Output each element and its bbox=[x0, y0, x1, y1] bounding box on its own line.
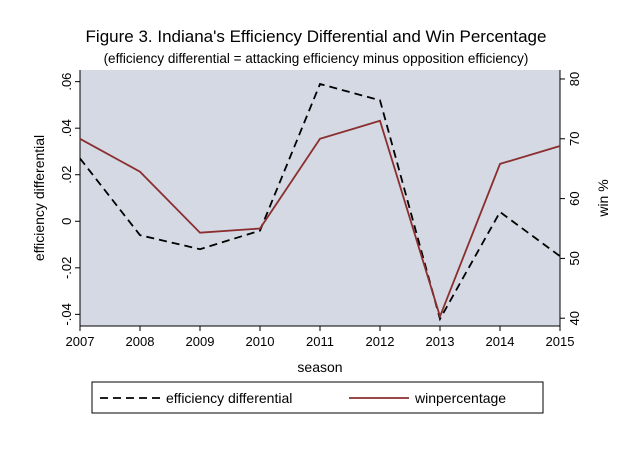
right-axis-tick-label: 40 bbox=[567, 311, 582, 325]
x-axis-tick-label: 2010 bbox=[246, 334, 275, 349]
x-axis-tick-label: 2013 bbox=[426, 334, 455, 349]
x-axis-tick-label: 2007 bbox=[66, 334, 95, 349]
right-axis-tick-label: 80 bbox=[567, 72, 582, 86]
y-axis-left-title: efficiency differential bbox=[31, 135, 47, 261]
chart-title: Figure 3. Indiana's Efficiency Different… bbox=[86, 27, 547, 46]
x-axis-tick-label: 2014 bbox=[486, 334, 515, 349]
left-axis-tick-label: .02 bbox=[59, 166, 74, 184]
x-axis-title: season bbox=[297, 359, 342, 375]
y-axis-right-title: win % bbox=[595, 179, 611, 217]
left-axis-tick-label: -.04 bbox=[59, 303, 74, 325]
legend-label-winpercentage: winpercentage bbox=[414, 390, 506, 406]
chart-subtitle: (efficiency differential = attacking eff… bbox=[104, 51, 529, 66]
x-axis-tick-label: 2009 bbox=[186, 334, 215, 349]
left-axis-tick-label: -.02 bbox=[59, 257, 74, 279]
x-axis-tick-label: 2012 bbox=[366, 334, 395, 349]
right-axis-tick-label: 50 bbox=[567, 251, 582, 265]
left-axis-tick-label: .06 bbox=[59, 73, 74, 91]
legend-label-efficiency-differential: efficiency differential bbox=[166, 390, 292, 406]
legend: efficiency differential winpercentage bbox=[92, 382, 543, 413]
right-axis-tick-label: 60 bbox=[567, 191, 582, 205]
left-axis-tick-label: .04 bbox=[59, 119, 74, 137]
left-axis-tick-label: 0 bbox=[59, 218, 74, 225]
x-axis-tick-label: 2011 bbox=[306, 334, 334, 349]
right-axis-tick-label: 70 bbox=[567, 132, 582, 146]
x-axis-tick-label: 2008 bbox=[126, 334, 155, 349]
chart: Figure 3. Indiana's Efficiency Different… bbox=[0, 0, 633, 457]
x-axis-tick-label: 2015 bbox=[546, 334, 575, 349]
plot-area bbox=[80, 70, 560, 326]
